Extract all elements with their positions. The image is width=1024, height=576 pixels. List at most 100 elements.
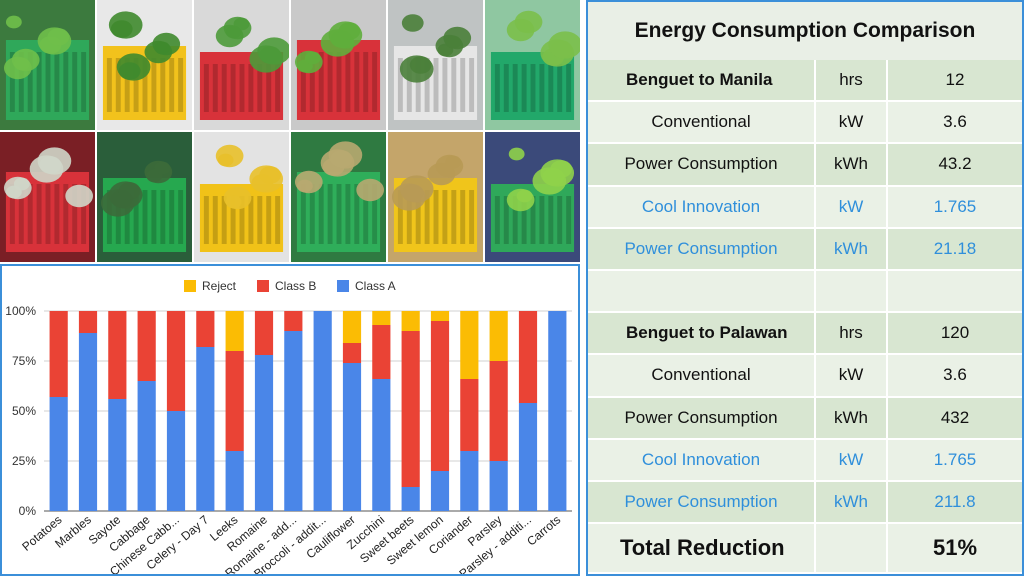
photo-cabbage-red-crates (0, 132, 95, 262)
legend-swatch (184, 280, 196, 292)
row-value: 120 (888, 313, 1022, 356)
photo-beans-in-bag (388, 0, 483, 130)
bar-reject (342, 311, 362, 343)
table-row (588, 270, 1022, 314)
bar-class-b (225, 351, 244, 451)
row-value: 1.765 (888, 439, 1022, 482)
legend-swatch (337, 280, 349, 292)
row-value (888, 270, 1022, 314)
bar-class-b (460, 379, 479, 451)
row-label: Cool Innovation (588, 186, 816, 229)
bar-class-a (108, 399, 127, 511)
row-label: Power Consumption (588, 397, 816, 440)
bar-class-b (430, 321, 450, 471)
produce-photo-grid (0, 0, 580, 262)
bar-reject (401, 311, 420, 331)
photo-celery-green-crate (485, 0, 580, 130)
table-row: Cool Innovation kW 1.765 (588, 439, 1022, 482)
bar-class-b (137, 311, 156, 381)
table-row: Power Consumption kWh 21.18 (588, 228, 1022, 271)
grade-distribution-chart: 0% 25% 50% 75% 100% Potatoes Marbles Sayote Cabb… (0, 264, 580, 576)
bar-class-a (401, 487, 420, 511)
photo-marbles-green-crate (291, 132, 386, 262)
row-value: 3.6 (888, 355, 1022, 398)
bar-class-b (372, 325, 391, 379)
row-label: Total Reduction (588, 524, 816, 574)
row-label: Benguet to Manila (588, 60, 816, 103)
table-row: Power Consumption kWh 211.8 (588, 481, 1022, 525)
legend-label: Class A (355, 279, 396, 293)
row-value: 51% (888, 524, 1022, 574)
bar-class-a (78, 333, 98, 511)
photo-lemons-yellow-crate (194, 132, 289, 262)
bar-class-a (548, 311, 567, 511)
row-value: 43.2 (888, 144, 1022, 187)
bar-class-b (196, 311, 215, 347)
photo-sayote-in-hand (485, 132, 580, 262)
bar-class-a (372, 379, 391, 511)
row-value: 432 (888, 397, 1022, 440)
row-label: Power Consumption (588, 144, 816, 187)
legend-label: Reject (202, 279, 237, 293)
table-row: Benguet to Manila hrs 12 (588, 60, 1022, 103)
bar-reject (460, 311, 479, 379)
row-value: 211.8 (888, 481, 1022, 525)
chart-canvas: 0%25%50%75%100%PotatoesMarblesSayoteCabb… (5, 279, 572, 574)
row-value: 3.6 (888, 102, 1022, 145)
row-unit: kW (816, 186, 888, 229)
row-unit: kWh (816, 481, 888, 525)
table-row: Conventional kW 3.6 (588, 355, 1022, 398)
energy-consumption-table: Energy Consumption Comparison Benguet to… (586, 0, 1024, 576)
table-row: Benguet to Palawan hrs 120 (588, 313, 1022, 356)
row-value: 12 (888, 60, 1022, 103)
photo-broccoli-green-crate (97, 132, 192, 262)
bar-class-b (401, 331, 420, 487)
bar-class-b (518, 311, 538, 403)
row-unit: kWh (816, 144, 888, 187)
row-unit: hrs (816, 60, 888, 103)
row-unit: kW (816, 102, 888, 145)
bar-class-a (460, 451, 479, 511)
photo-packed-yellow-crate (388, 132, 483, 262)
row-value: 21.18 (888, 228, 1022, 271)
y-tick-label: 25% (12, 454, 36, 468)
bar-class-b (49, 311, 68, 397)
bar-class-a (430, 471, 450, 511)
row-label: Power Consumption (588, 481, 816, 525)
bar-class-a (313, 311, 332, 511)
bar-class-b (284, 311, 303, 331)
bar-class-a (225, 451, 244, 511)
table-row: Total Reduction 51% (588, 524, 1022, 574)
bar-class-a (137, 381, 156, 511)
bar-class-a (284, 331, 303, 511)
bar-class-a (166, 411, 186, 511)
bar-reject (225, 311, 244, 351)
y-tick-label: 100% (5, 304, 36, 318)
row-label: Power Consumption (588, 228, 816, 271)
row-unit: kW (816, 439, 888, 482)
photo-mixed-greens (0, 0, 95, 130)
table-body: Benguet to Manila hrs 12 Conventional kW 3.6 P… (588, 60, 1022, 574)
row-label: Cool Innovation (588, 439, 816, 482)
bar-class-a (518, 403, 538, 511)
photo-leafy-in-yellow-crate (97, 0, 192, 130)
bar-reject (489, 311, 508, 361)
row-unit (816, 524, 888, 574)
row-label: Conventional (588, 102, 816, 145)
bar-class-b (108, 311, 127, 399)
row-unit: kWh (816, 397, 888, 440)
row-unit: kW (816, 355, 888, 398)
bar-class-a (196, 347, 215, 511)
table-row: Power Consumption kWh 432 (588, 397, 1022, 440)
bar-class-a (489, 461, 508, 511)
table-row: Power Consumption kWh 43.2 (588, 144, 1022, 187)
bar-class-b (166, 311, 186, 411)
row-unit: hrs (816, 313, 888, 356)
row-label (588, 270, 816, 314)
bar-class-b (78, 311, 98, 333)
bar-class-a (254, 355, 274, 511)
bar-class-a (49, 397, 68, 511)
y-tick-label: 50% (12, 404, 36, 418)
row-unit (816, 270, 888, 314)
legend-swatch (257, 280, 269, 292)
